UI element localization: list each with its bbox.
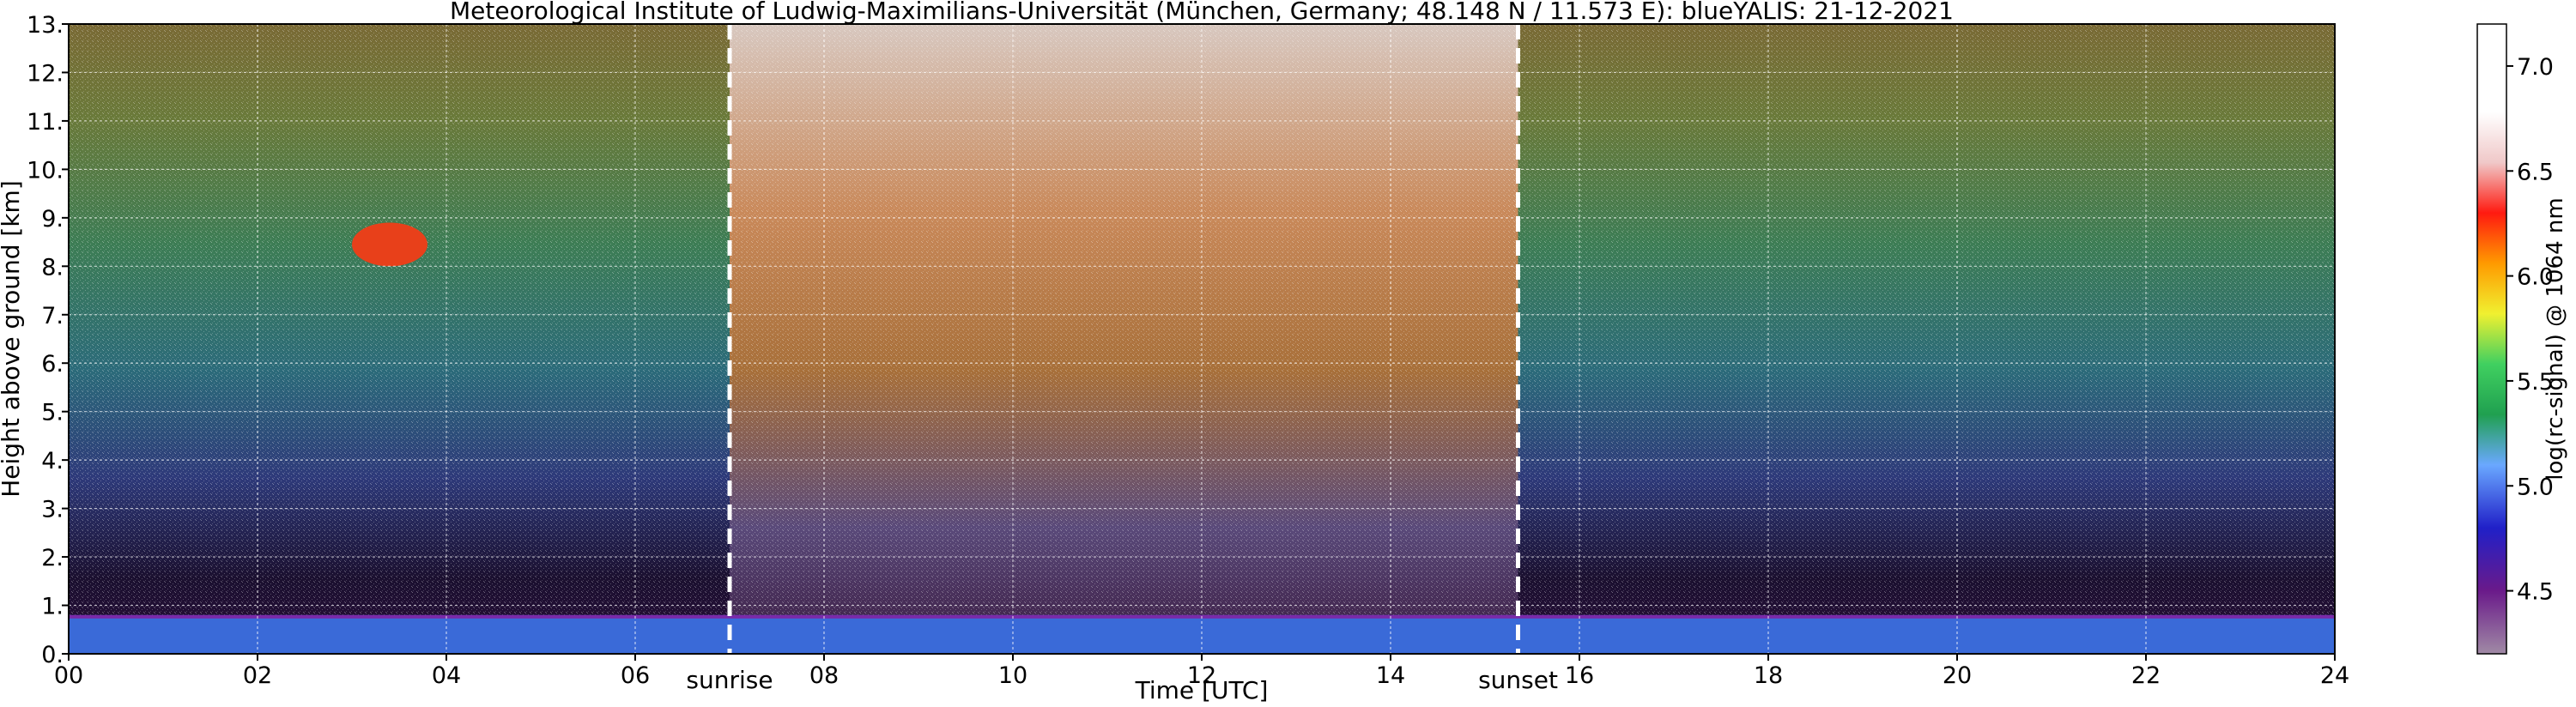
y-tick-label: 8.: [41, 254, 64, 281]
colorbar-label: log(rc-signal) @ 1064 nm: [2543, 197, 2568, 480]
plot-area: [68, 23, 2336, 655]
colorbar-tick-label: 5.5: [2517, 369, 2554, 396]
x-tick-label: 06: [621, 662, 650, 689]
sunrise-sunset-markers: [727, 24, 1520, 654]
x-tick-label: 16: [1565, 662, 1594, 689]
y-tick-label: 11.: [27, 109, 64, 136]
y-tick-label: 4.: [41, 448, 64, 474]
x-tick-label: 10: [998, 662, 1027, 689]
colorbar-scale: [2476, 23, 2507, 655]
marker-labels: sunrise sunset: [686, 666, 1558, 694]
colorbar: 4.5 5.0 5.5 6.0 6.5 7.0 log(rc-signal) @ 1064…: [2476, 23, 2568, 655]
y-tick-label: 10.: [27, 157, 64, 184]
colorbar-tick-label: 6.0: [2517, 264, 2554, 291]
y-axis-ticks: 0. 1. 2. 3. 4. 5. 6. 7. 8. 9. 10. 11. 12. 13.: [27, 12, 69, 668]
sunrise-label: sunrise: [686, 666, 773, 694]
colorbar-tick-label: 6.5: [2517, 159, 2554, 185]
chart-title: Meteorological Institute of Ludwig-Maxim…: [450, 0, 1954, 25]
x-axis-ticks: 00 02 04 06 08 10 12 14 16 18 20 22 24: [54, 654, 2349, 689]
x-tick-label: 20: [1943, 662, 1972, 689]
y-tick-label: 3.: [41, 497, 64, 523]
y-tick-label: 9.: [41, 206, 64, 233]
y-axis-label: Height above ground [km]: [0, 180, 25, 498]
x-tick-label: 12: [1187, 662, 1216, 689]
y-tick-label: 1.: [41, 594, 64, 620]
colorbar-ticks: 4.5 5.0 5.5 6.0 6.5 7.0: [2506, 54, 2554, 606]
y-tick-label: 0.: [41, 642, 64, 668]
x-tick-label: 14: [1376, 662, 1405, 689]
x-axis-label: Time [UTC]: [1135, 676, 1269, 704]
cloud-patch: [352, 222, 427, 267]
sunset-label: sunset: [1478, 666, 1558, 694]
x-tick-label: 08: [809, 662, 839, 689]
x-tick-label: 04: [432, 662, 461, 689]
colorbar-tick-label: 7.0: [2517, 54, 2554, 81]
y-tick-label: 7.: [41, 303, 64, 329]
y-tick-label: 12.: [27, 60, 64, 87]
x-tick-label: 22: [2131, 662, 2161, 689]
y-tick-label: 6.: [41, 351, 64, 378]
colorbar-tick-label: 4.5: [2517, 579, 2554, 606]
x-tick-label: 18: [1754, 662, 1783, 689]
y-tick-label: 2.: [41, 545, 64, 571]
y-tick-label: 5.: [41, 400, 64, 426]
x-tick-label: 00: [54, 662, 83, 689]
x-tick-label: 24: [2320, 662, 2349, 689]
colorbar-tick-label: 5.0: [2517, 474, 2554, 500]
y-tick-label: 13.: [27, 12, 64, 39]
x-tick-label: 02: [243, 662, 272, 689]
